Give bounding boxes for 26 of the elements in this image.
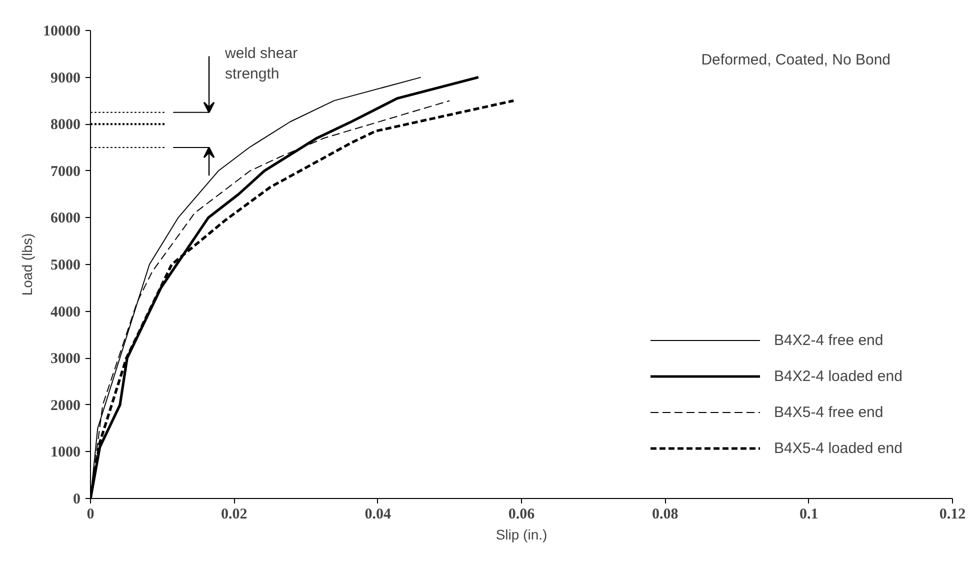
text: B4X2-4 loaded end xyxy=(774,368,902,384)
y-tick-label: 1000 xyxy=(50,444,80,461)
x-tick-label: 0.1 xyxy=(799,506,818,522)
text: B4X5-4 loaded end xyxy=(774,440,902,456)
y-tick-label: 5000 xyxy=(50,258,80,274)
x-axis-title: Slip (in.) xyxy=(496,526,548,542)
x-tick-label: 0.08 xyxy=(652,506,678,522)
y-tick-label: 7000 xyxy=(50,164,80,180)
x-tick-label: 0.04 xyxy=(364,506,392,522)
y-tick-label: 4000 xyxy=(50,304,80,320)
y-axis-title: Load (lbs) xyxy=(19,233,35,296)
x-tick-label: 0 xyxy=(86,506,94,522)
y-tick-label: 10000 xyxy=(43,24,80,40)
y-tick-label: 8000 xyxy=(50,117,80,134)
text: B4X2-4 free end xyxy=(774,332,884,348)
text: Deformed, Coated, No Bond xyxy=(701,52,891,68)
y-tick-label: 6000 xyxy=(50,210,80,227)
x-tick-label: 0.02 xyxy=(221,506,248,522)
y-tick-label: 0 xyxy=(73,492,80,508)
y-tick-label: 9000 xyxy=(50,70,80,86)
annotation: weld shear strength xyxy=(224,45,298,82)
y-tick-label: 2000 xyxy=(50,398,80,414)
y-tick-label: 3000 xyxy=(50,351,80,368)
text: B4X5-4 free end xyxy=(774,404,884,420)
x-tick-label: 0.12 xyxy=(939,506,966,522)
x-tick-label: 0.06 xyxy=(508,506,536,522)
